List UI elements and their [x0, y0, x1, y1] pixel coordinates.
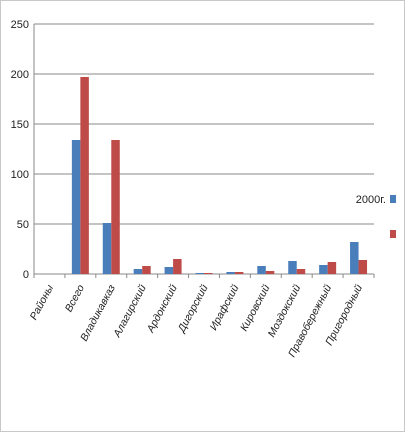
bar-series-1-5 [195, 273, 204, 274]
category-label: Кировский [238, 283, 273, 334]
bar-series-2-9 [327, 262, 337, 274]
bar-series-2-8 [296, 269, 306, 274]
bar-series-1-7 [257, 266, 266, 274]
legend-swatch [390, 195, 396, 203]
legend: 2000г. [356, 194, 396, 238]
category-label: Алагирский [111, 283, 149, 340]
y-tick-label: 50 [17, 219, 29, 231]
category-label: Ардонский [144, 283, 180, 336]
bar-series-1-4 [164, 267, 174, 274]
y-tick-label: 150 [11, 119, 29, 131]
bar-series-2-7 [265, 271, 275, 274]
bar-series-2-1 [80, 77, 89, 274]
bars [71, 77, 368, 274]
y-tick-labels: 0 50 100 150 200 250 [11, 19, 29, 281]
category-label: Районы [28, 283, 57, 322]
bar-series-2-6 [234, 272, 244, 274]
gridlines [34, 23, 374, 225]
bar-series-2-4 [173, 259, 182, 274]
category-label: Ирафский [208, 283, 242, 333]
category-label: Дигорский [175, 283, 210, 335]
y-tick-label: 0 [23, 269, 29, 281]
bar-series-2-2 [111, 140, 120, 274]
y-tick-label: 200 [11, 69, 29, 81]
bar-series-1-3 [133, 269, 143, 274]
bar-series-1-9 [319, 265, 328, 274]
legend-label: 2000г. [356, 194, 386, 206]
y-tick-label: 100 [11, 169, 29, 181]
bar-series-1-8 [288, 261, 297, 274]
bar-series-1-6 [226, 272, 235, 274]
bar-series-2-3 [142, 266, 151, 274]
bar-series-1-1 [71, 140, 81, 274]
bar-series-1-2 [102, 223, 112, 274]
category-label: Всего [63, 283, 87, 314]
bar-series-1-10 [350, 242, 359, 274]
legend-swatch [390, 230, 396, 238]
bar-series-2-10 [358, 260, 368, 274]
bar-series-2-5 [204, 273, 213, 274]
category-labels: Районы ВсегоВладикавказАлагирскийАрдонски… [28, 283, 366, 360]
y-tick-label: 250 [11, 19, 29, 31]
